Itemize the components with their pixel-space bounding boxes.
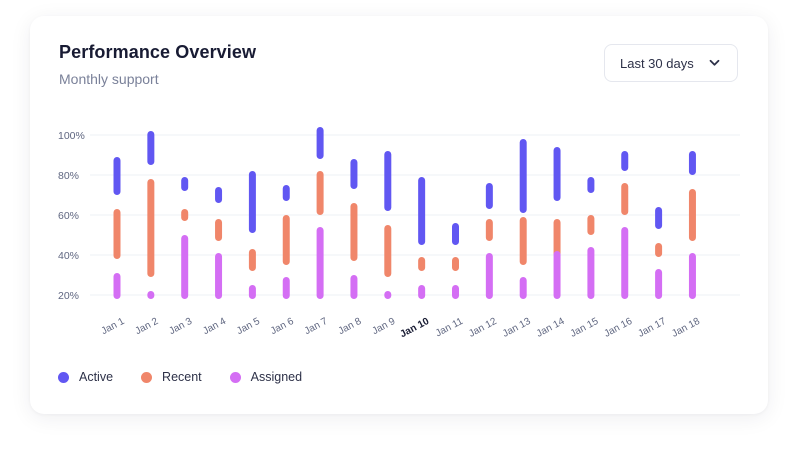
- legend-label: Recent: [162, 370, 202, 384]
- x-tick-label: Jan 11: [434, 316, 465, 340]
- range-bar-active-jan-18[interactable]: [688, 151, 696, 175]
- range-bar-active-jan-10[interactable]: [418, 177, 426, 245]
- range-bar-assigned-jan-5[interactable]: [248, 285, 256, 299]
- range-bar-recent-jan-11[interactable]: [452, 257, 459, 271]
- range-bar-recent-jan-12[interactable]: [485, 219, 493, 241]
- date-range-select[interactable]: Last 30 days: [604, 44, 738, 82]
- x-tick-label: Jan 1: [100, 316, 127, 337]
- range-bar-active-jan-2[interactable]: [147, 131, 155, 165]
- range-bar-active-jan-5[interactable]: [248, 171, 256, 233]
- range-bar-active-jan-12[interactable]: [485, 183, 493, 209]
- range-bar-assigned-jan-8[interactable]: [350, 275, 358, 299]
- y-tick-label: 20%: [58, 290, 79, 302]
- x-tick-label: Jan 16: [602, 316, 634, 340]
- range-bar-recent-jan-16[interactable]: [621, 183, 629, 215]
- legend-swatch: [58, 371, 69, 383]
- x-tick-label: Jan 2: [133, 316, 160, 337]
- range-bar-assigned-jan-9[interactable]: [384, 291, 392, 299]
- x-tick-label: Jan 8: [337, 316, 364, 337]
- range-bar-active-jan-3[interactable]: [181, 177, 189, 191]
- range-bar-recent-jan-15[interactable]: [587, 215, 595, 235]
- range-bar-assigned-jan-12[interactable]: [485, 253, 493, 299]
- range-bar-assigned-jan-2[interactable]: [147, 291, 155, 299]
- range-bar-assigned-jan-18[interactable]: [688, 253, 696, 299]
- range-bar-assigned-jan-4[interactable]: [215, 253, 223, 299]
- range-bar-recent-jan-14[interactable]: [553, 219, 561, 257]
- range-bar-recent-jan-3[interactable]: [181, 209, 189, 221]
- legend-swatch: [229, 371, 241, 383]
- performance-card: Performance Overview Monthly support Las…: [30, 16, 768, 414]
- range-bar-recent-jan-1[interactable]: [113, 209, 121, 259]
- range-bar-active-jan-13[interactable]: [519, 139, 527, 213]
- range-bar-recent-jan-17[interactable]: [655, 243, 663, 257]
- range-bar-recent-jan-2[interactable]: [147, 179, 155, 277]
- chart-legend: Active Recent Assigned: [58, 370, 330, 384]
- range-bar-chart: 100% 80% 60% 40% 20% Jan 1 Jan 2 Jan 3 Jan 4 Jan …: [58, 127, 740, 341]
- range-bar-assigned-jan-13[interactable]: [519, 277, 527, 299]
- range-bar-assigned-jan-6[interactable]: [282, 277, 290, 299]
- x-tick-label: Jan 12: [467, 316, 499, 340]
- x-tick-label: Jan 4: [201, 316, 228, 337]
- range-bar-recent-jan-7[interactable]: [316, 171, 324, 215]
- x-tick-label: Jan 7: [303, 316, 330, 337]
- y-tick-label: 80%: [58, 170, 79, 182]
- chevron-down-icon: [709, 59, 720, 66]
- x-tick-label: Jan 14: [535, 316, 567, 340]
- range-bar-assigned-jan-7[interactable]: [316, 227, 324, 299]
- x-tick-label: Jan 9: [370, 316, 397, 337]
- legend-swatch: [141, 371, 153, 383]
- range-bar-recent-jan-6[interactable]: [282, 215, 290, 265]
- range-bar-recent-jan-8[interactable]: [350, 203, 358, 261]
- card-title: Performance Overview: [59, 42, 257, 62]
- x-tick-label: Jan 15: [569, 316, 601, 340]
- range-bar-active-jan-6[interactable]: [282, 185, 290, 201]
- range-bar-recent-jan-9[interactable]: [384, 225, 392, 277]
- y-tick-label: 40%: [58, 250, 79, 262]
- range-bar-active-jan-9[interactable]: [384, 151, 392, 211]
- legend-item-assigned[interactable]: Assigned: [229, 370, 303, 384]
- legend-label: Active: [79, 370, 114, 384]
- legend-item-active[interactable]: Active: [58, 370, 113, 384]
- legend-item-recent[interactable]: Recent: [141, 370, 202, 384]
- x-tick-label: Jan 10: [398, 316, 431, 341]
- x-tick-label: Jan 17: [636, 316, 668, 340]
- x-tick-label: Jan 13: [501, 316, 533, 340]
- x-tick-label: Jan 5: [235, 316, 262, 337]
- legend-label: Assigned: [250, 370, 303, 384]
- range-bar-assigned-jan-10[interactable]: [418, 285, 426, 299]
- range-bar-active-jan-11[interactable]: [452, 223, 459, 245]
- range-bar-active-jan-15[interactable]: [587, 177, 595, 193]
- range-bar-recent-jan-5[interactable]: [248, 249, 256, 271]
- range-bar-recent-jan-18[interactable]: [688, 189, 696, 241]
- range-bar-recent-jan-4[interactable]: [215, 219, 223, 241]
- range-bar-active-jan-14[interactable]: [553, 147, 561, 201]
- range-bar-recent-jan-10[interactable]: [418, 257, 426, 271]
- range-bar-assigned-jan-3[interactable]: [181, 235, 189, 299]
- range-bar-assigned-jan-1[interactable]: [113, 273, 121, 299]
- range-bar-active-jan-7[interactable]: [316, 127, 324, 159]
- x-tick-label: Jan 18: [670, 316, 702, 340]
- range-bar-active-jan-8[interactable]: [350, 159, 358, 189]
- range-bar-assigned-jan-14[interactable]: [553, 251, 561, 299]
- range-bar-assigned-jan-15[interactable]: [587, 247, 595, 299]
- range-bar-assigned-jan-16[interactable]: [621, 227, 629, 299]
- range-bar-active-jan-16[interactable]: [621, 151, 629, 171]
- x-tick-label: Jan 6: [269, 316, 296, 337]
- card-subtitle: Monthly support: [59, 71, 159, 87]
- range-bar-recent-jan-13[interactable]: [519, 217, 527, 265]
- range-bar-assigned-jan-17[interactable]: [655, 269, 663, 299]
- range-bar-active-jan-1[interactable]: [113, 157, 121, 195]
- range-bar-active-jan-17[interactable]: [655, 207, 663, 229]
- x-tick-label: Jan 3: [167, 316, 194, 337]
- range-bar-assigned-jan-11[interactable]: [452, 285, 459, 299]
- y-tick-label: 60%: [58, 210, 79, 222]
- y-tick-label: 100%: [58, 130, 85, 142]
- date-range-label: Last 30 days: [620, 55, 694, 71]
- range-bar-active-jan-4[interactable]: [215, 187, 223, 203]
